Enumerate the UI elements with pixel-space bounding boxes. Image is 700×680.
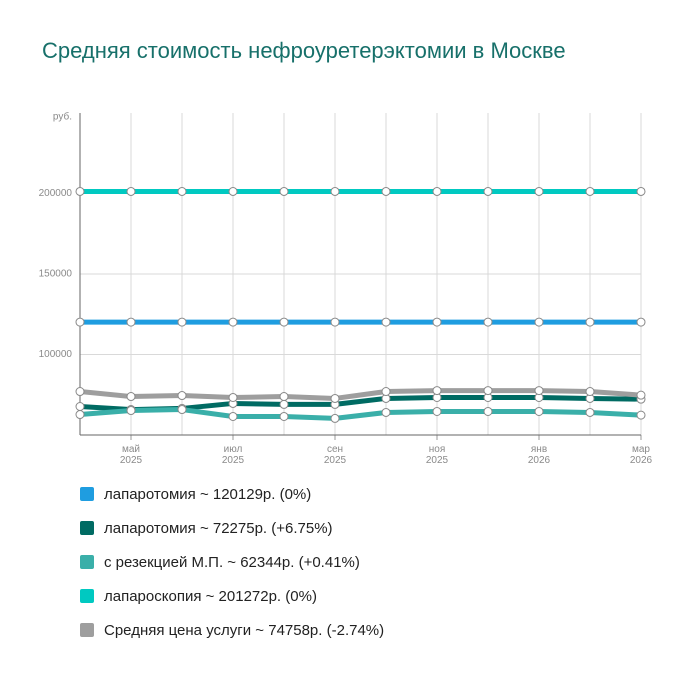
chart-title: Средняя стоимость нефроуретерэктомии в М… [42,38,566,63]
data-point [330,413,340,423]
data-point [585,186,595,196]
data-point [483,386,493,396]
data-point [126,186,136,196]
series-line [77,407,644,421]
legend-item[interactable]: лапаротомия ~ 72275р. (+6.75%) [80,521,333,537]
data-point [75,186,85,196]
data-point [381,407,391,417]
legend-item[interactable]: лапароскопия ~ 201272р. (0%) [80,589,317,605]
data-point [279,186,289,196]
data-point [585,387,595,397]
data-point [534,406,544,416]
legend-label: лапаротомия ~ 120129р. (0%) [104,486,312,503]
legend-swatch [80,589,94,603]
legend-item[interactable]: Средняя цена услуги ~ 74758р. (-2.74%) [80,623,384,639]
legend-swatch [80,623,94,637]
data-point [534,317,544,327]
data-point [279,399,289,409]
data-point [585,407,595,417]
data-point [432,386,442,396]
y-tick-label: 200000 [39,188,73,199]
legend-swatch [80,521,94,535]
data-point [483,406,493,416]
legend-label: с резекцией М.П. ~ 62344р. (+0.41%) [104,554,360,571]
data-point [228,392,238,402]
x-tick-label: май 2025 [119,444,143,466]
legend-label: лапароскопия ~ 201272р. (0%) [104,588,317,605]
legend-label: лапаротомия ~ 72275р. (+6.75%) [104,520,333,537]
legend-label: Средняя цена услуги ~ 74758р. (-2.74%) [104,622,385,639]
x-tick-label: июл 2025 [221,444,245,466]
data-point [534,386,544,396]
x-tick-label: сен 2025 [323,444,347,466]
data-point [381,317,391,327]
data-point [228,411,238,421]
data-point [330,317,340,327]
x-tick-label: ноя 2025 [425,444,449,466]
data-point [636,186,646,196]
data-point [432,317,442,327]
data-point [75,410,85,420]
legend-swatch [80,487,94,501]
x-tick-label: мар 2026 [629,444,653,466]
x-tick-label: янв 2026 [527,444,551,466]
data-point [75,317,85,327]
data-point [585,317,595,327]
data-point [75,387,85,397]
data-point [381,186,391,196]
data-point [279,411,289,421]
data-point [177,405,187,415]
legend-swatch [80,555,94,569]
data-point [126,392,136,402]
data-point [432,186,442,196]
data-point [636,390,646,400]
data-point [126,317,136,327]
data-point [279,317,289,327]
data-point [228,317,238,327]
series-line [77,388,644,401]
data-point [177,186,187,196]
data-point [126,406,136,416]
legend-item[interactable]: лапаротомия ~ 120129р. (0%) [80,487,311,503]
data-point [279,392,289,402]
data-point [636,317,646,327]
legend-item[interactable]: с резекцией М.П. ~ 62344р. (+0.41%) [80,555,360,571]
data-point [381,387,391,397]
data-point [483,317,493,327]
y-tick-label: 100000 [39,349,73,360]
data-point [75,402,85,412]
data-point [330,186,340,196]
data-point [228,186,238,196]
y-tick-label: 150000 [39,269,73,280]
data-point [534,186,544,196]
y-unit: руб. [53,111,72,123]
data-point [177,391,187,401]
data-point [177,317,187,327]
data-point [636,410,646,420]
data-point [330,393,340,403]
data-point [483,186,493,196]
data-point [432,406,442,416]
